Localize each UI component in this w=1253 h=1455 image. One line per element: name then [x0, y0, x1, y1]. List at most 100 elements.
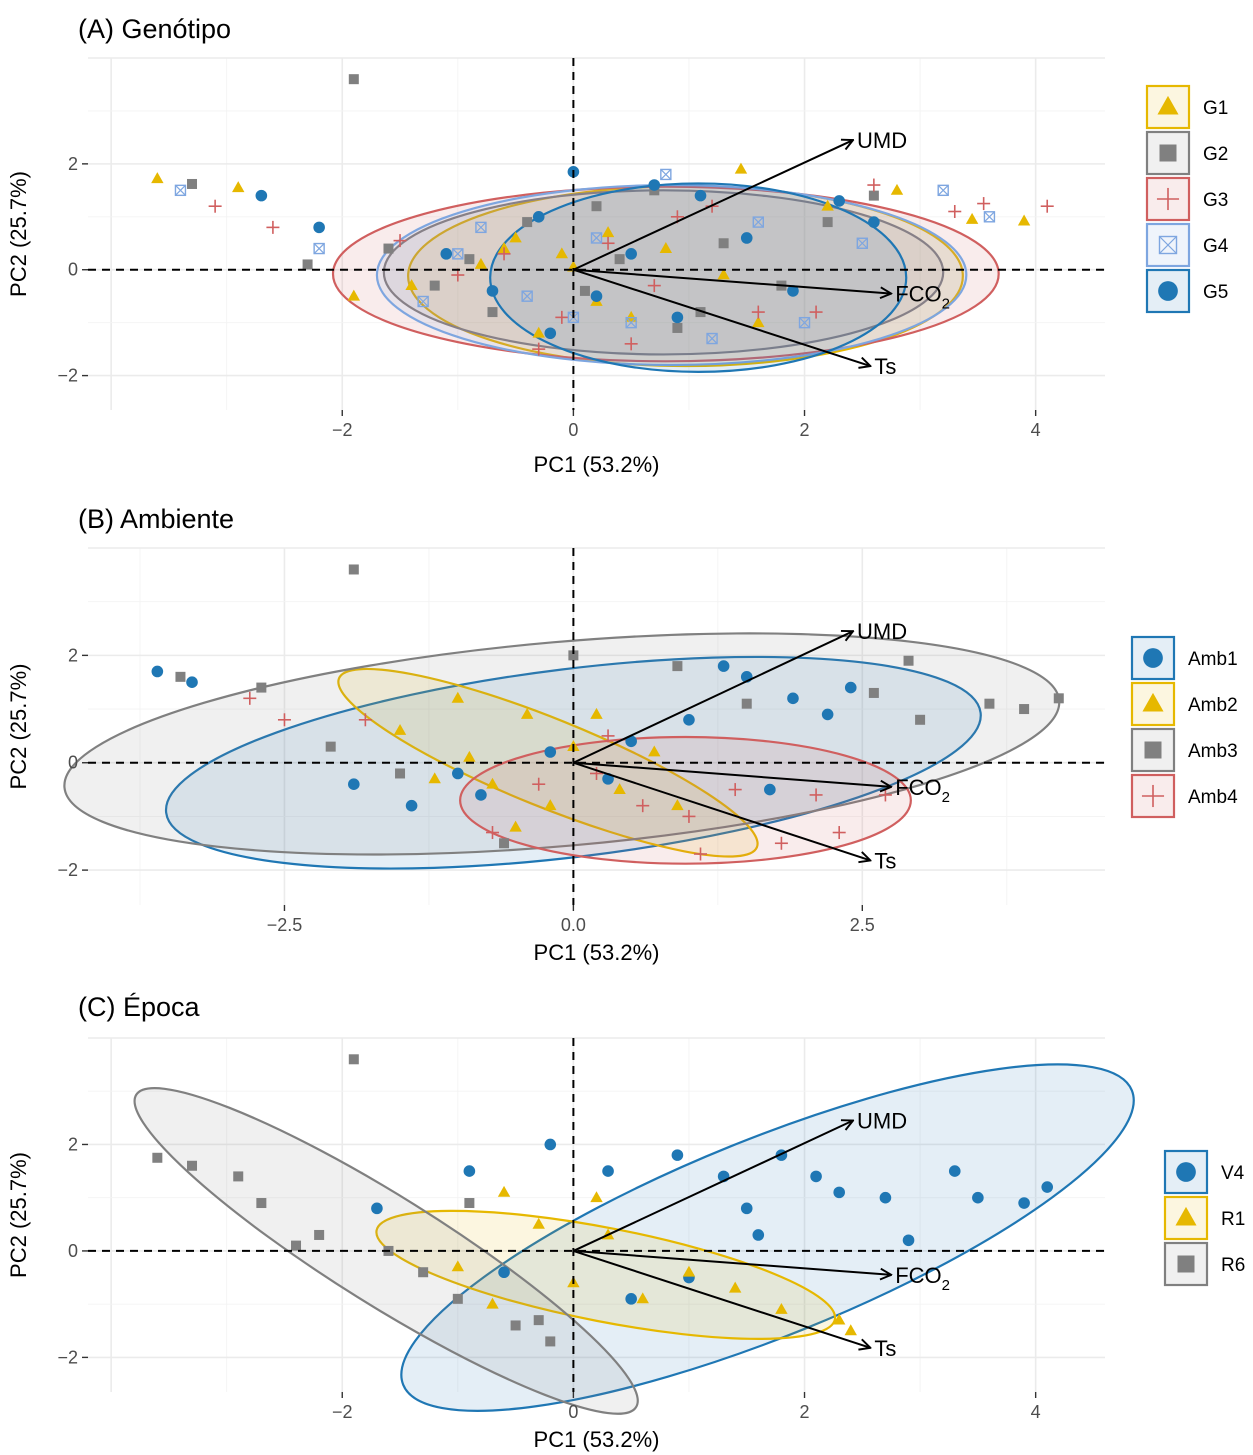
legend-label: R1	[1221, 1209, 1245, 1230]
point-g3	[208, 199, 222, 213]
ellipse-r1	[375, 1209, 837, 1341]
vector-arrow	[572, 140, 853, 271]
x-tick-label: 0	[568, 420, 578, 440]
point-v4	[1041, 1181, 1054, 1193]
legend-marker-v4	[1176, 1162, 1196, 1182]
point-amb4	[774, 836, 788, 850]
point-g4	[660, 168, 672, 181]
point-g4	[706, 332, 718, 345]
point-g3	[601, 236, 615, 250]
point-g2	[672, 322, 683, 333]
point-g5	[532, 210, 545, 223]
point-r6	[533, 1315, 544, 1326]
legend-marker-r6	[1177, 1255, 1195, 1273]
point-amb1	[717, 660, 730, 672]
point-amb1	[844, 681, 857, 694]
point-amb3	[256, 682, 267, 693]
point-amb2	[590, 707, 603, 719]
point-amb4	[694, 847, 708, 861]
point-g1	[232, 181, 245, 193]
point-g2	[464, 254, 475, 265]
ellipse-v4	[400, 1063, 1135, 1412]
point-g2	[614, 254, 625, 265]
vector-label: UMD	[857, 1109, 907, 1134]
point-g1	[405, 279, 418, 291]
point-amb2	[393, 724, 407, 735]
confidence-ellipses	[331, 182, 1000, 373]
point-g4	[417, 295, 429, 308]
point-r1	[497, 1185, 511, 1197]
point-v4	[671, 1149, 684, 1161]
legend-key-g4	[1145, 222, 1191, 268]
point-g3	[751, 305, 765, 319]
vector-arrow	[572, 631, 853, 764]
point-g3	[393, 234, 407, 248]
point-r6	[510, 1320, 521, 1331]
legend: V4 R1 R6	[1163, 1149, 1245, 1287]
x-tick-label: 0	[568, 1402, 578, 1422]
point-g1	[151, 172, 164, 184]
point-g1	[821, 199, 834, 211]
point-g3	[624, 337, 638, 351]
point-g3	[948, 205, 962, 219]
legend: G1 G2 G3 G4 G5	[1145, 84, 1229, 314]
x-tick-label: 2	[800, 420, 810, 440]
point-amb4	[590, 766, 603, 780]
point-g5	[740, 232, 753, 244]
point-g5	[648, 179, 661, 191]
point-amb3	[1053, 693, 1064, 704]
point-amb3	[741, 698, 752, 709]
legend-label: G5	[1203, 282, 1228, 303]
point-g4	[452, 248, 464, 260]
point-amb2	[486, 777, 499, 789]
x-tick-label: 4	[1031, 420, 1041, 440]
point-g2	[348, 74, 359, 85]
point-g2	[822, 217, 833, 228]
point-g5	[787, 285, 799, 297]
point-r1	[775, 1302, 788, 1314]
point-r1	[832, 1313, 846, 1325]
y-tick-label: −2	[57, 366, 78, 386]
vector-label-subscript: 2	[942, 789, 950, 806]
tick-labels: −2 0 2 4 −2 0 2	[57, 1134, 1040, 1422]
y-tick-label: 2	[68, 645, 78, 665]
vector-label-subscript: 2	[942, 1277, 950, 1294]
point-g1	[347, 289, 361, 301]
point-g2	[718, 238, 729, 249]
y-tick-label: 0	[68, 260, 78, 280]
point-v4	[810, 1170, 822, 1183]
point-amb2	[613, 783, 626, 794]
vector-label: FCO2	[895, 1263, 950, 1294]
point-v4	[544, 1138, 557, 1151]
x-tick-label: 4	[1031, 1402, 1041, 1422]
loading-vectors: UMD FCO2 Ts	[572, 1109, 950, 1361]
point-g1	[659, 242, 673, 253]
point-r6	[348, 1054, 359, 1065]
point-g4	[590, 232, 603, 244]
point-amb3	[868, 687, 879, 698]
point-g2	[522, 217, 533, 228]
point-amb1	[787, 692, 799, 705]
point-amb4	[277, 713, 291, 727]
point-v4	[463, 1165, 476, 1177]
point-g4	[983, 211, 996, 223]
vector-arrow	[572, 1121, 853, 1252]
legend-label: Amb2	[1188, 695, 1238, 716]
point-g3	[867, 178, 881, 192]
point-g3	[977, 197, 991, 211]
point-g1	[474, 257, 488, 269]
point-v4	[752, 1229, 765, 1241]
point-amb4	[532, 777, 546, 791]
point-g1	[890, 183, 904, 195]
y-tick-label: 2	[68, 154, 78, 174]
point-amb2	[463, 750, 476, 762]
point-v4	[602, 1165, 614, 1177]
legend-label: Amb1	[1188, 649, 1238, 670]
legend-label: R6	[1221, 1255, 1245, 1276]
point-g2	[487, 307, 498, 318]
point-g1	[601, 226, 615, 238]
point-amb3	[348, 564, 359, 575]
x-axis-label: PC1 (53.2%)	[534, 452, 660, 477]
legend-label: G4	[1203, 236, 1229, 257]
